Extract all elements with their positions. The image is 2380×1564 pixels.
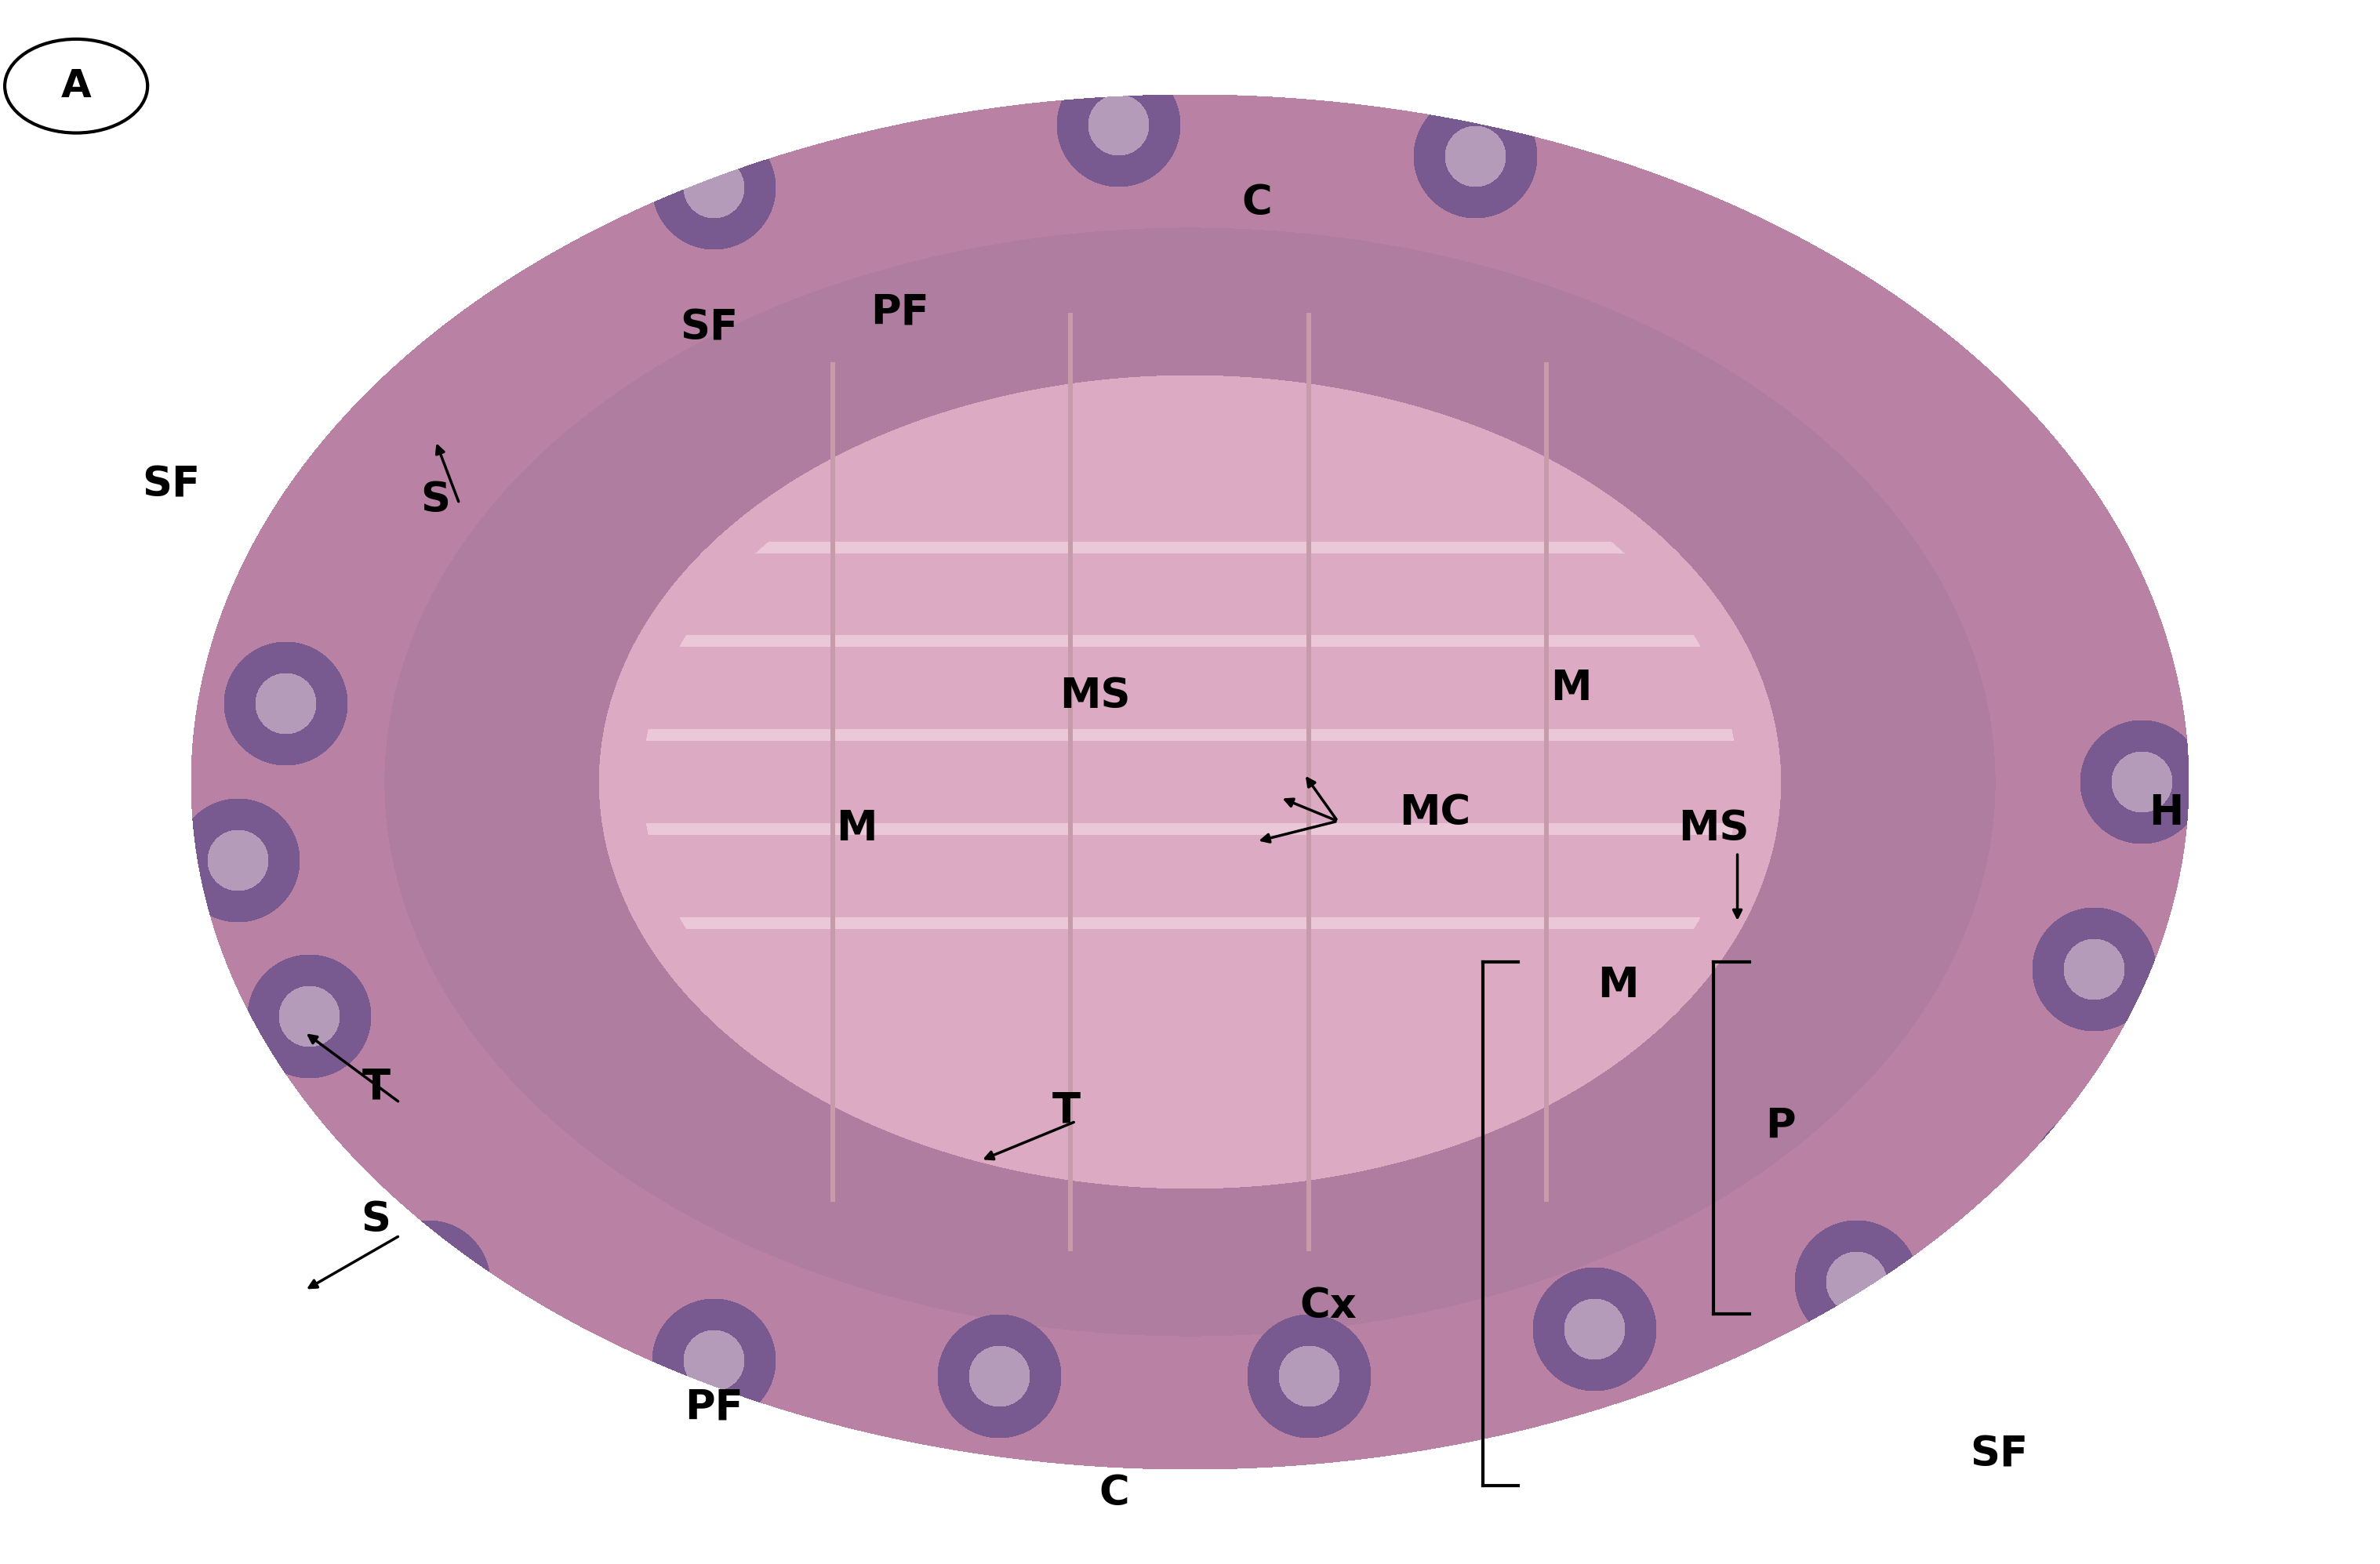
Text: SF: SF — [143, 465, 200, 505]
Text: MS: MS — [1678, 809, 1749, 849]
Text: C: C — [1100, 1473, 1128, 1514]
Text: T: T — [1052, 1090, 1081, 1131]
Text: SF: SF — [1971, 1434, 2028, 1475]
Text: M: M — [1597, 965, 1640, 1006]
Text: MC: MC — [1399, 793, 1471, 834]
Text: T: T — [362, 1067, 390, 1107]
Text: SF: SF — [681, 308, 738, 349]
Text: M: M — [835, 809, 878, 849]
Text: A: A — [62, 67, 90, 105]
Text: MS: MS — [1059, 676, 1130, 716]
Text: S: S — [421, 480, 450, 521]
Text: M: M — [1549, 668, 1592, 708]
Text: Cx: Cx — [1299, 1286, 1357, 1326]
Text: H: H — [2149, 793, 2182, 834]
Text: PF: PF — [685, 1387, 743, 1428]
Text: PF: PF — [871, 292, 928, 333]
Text: C: C — [1242, 183, 1271, 224]
Text: S: S — [362, 1200, 390, 1240]
Text: P: P — [1766, 1106, 1795, 1146]
